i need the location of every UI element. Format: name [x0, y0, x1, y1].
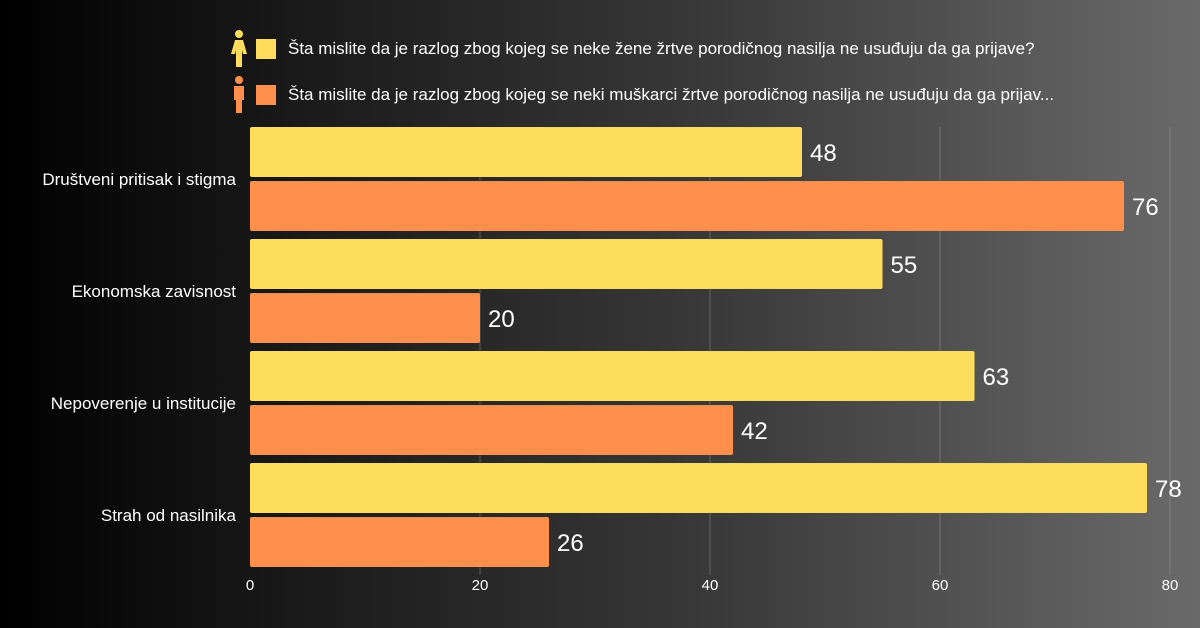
legend-label-men: Šta mislite da je razlog zbog kojeg se n… — [288, 85, 1055, 104]
bar — [250, 517, 549, 567]
data-label: 26 — [557, 530, 584, 557]
data-label: 78 — [1155, 476, 1182, 503]
x-tick-label: 0 — [246, 577, 254, 594]
data-label: 55 — [891, 252, 918, 279]
male-person-icon — [234, 76, 244, 113]
bar — [250, 293, 480, 343]
legend-swatch-women — [256, 39, 276, 59]
x-tick-label: 20 — [472, 577, 489, 594]
data-label: 20 — [488, 306, 515, 333]
x-tick-label: 60 — [932, 577, 949, 594]
chart-legend: Šta mislite da je razlog zbog kojeg se n… — [228, 26, 1054, 118]
bar — [250, 181, 1124, 231]
data-label: 42 — [741, 418, 768, 445]
bar — [250, 239, 883, 289]
category-label: Ekonomska zavisnost — [72, 282, 237, 301]
data-label: 76 — [1132, 194, 1159, 221]
legend-label-women: Šta mislite da je razlog zbog kojeg se n… — [288, 39, 1035, 58]
category-label: Nepoverenje u institucije — [51, 394, 236, 413]
bar — [250, 351, 975, 401]
legend-swatch-men — [256, 85, 276, 105]
data-label: 48 — [810, 140, 837, 167]
female-person-icon — [231, 30, 247, 67]
bar — [250, 463, 1147, 513]
bar — [250, 127, 802, 177]
category-label: Društveni pritisak i stigma — [42, 170, 236, 189]
x-tick-label: 40 — [702, 577, 719, 594]
legend-item-men: Šta mislite da je razlog zbog kojeg se n… — [228, 72, 1054, 118]
category-label: Strah od nasilnika — [101, 506, 237, 525]
bar — [250, 405, 733, 455]
legend-item-women: Šta mislite da je razlog zbog kojeg se n… — [228, 26, 1054, 72]
x-tick-label: 80 — [1162, 577, 1179, 594]
data-label: 63 — [983, 364, 1010, 391]
